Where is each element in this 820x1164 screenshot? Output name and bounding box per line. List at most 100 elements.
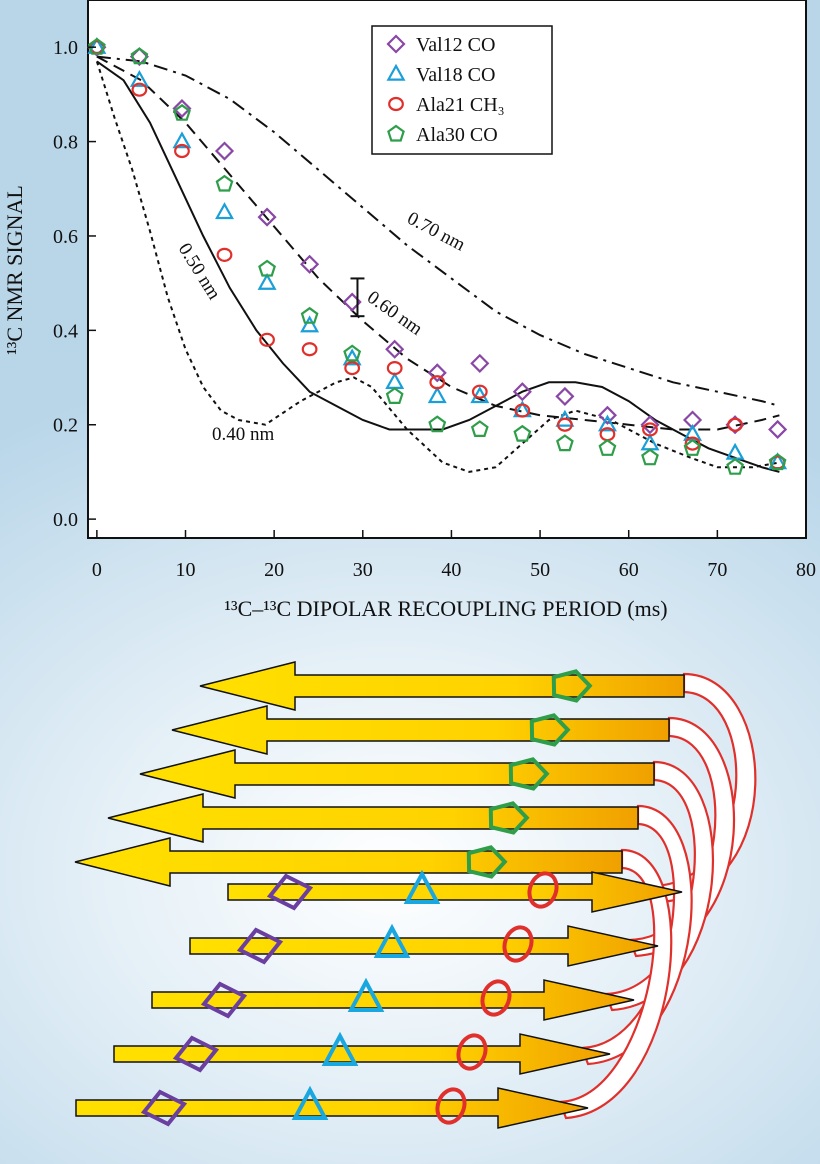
point-pentagon [385, 387, 404, 404]
point-circle [344, 361, 361, 376]
y-tick-label: 0.8 [53, 132, 78, 154]
strand-arrow-left [139, 749, 655, 799]
strand-arrow-left [74, 837, 623, 887]
y-tick-label: 0.0 [53, 509, 78, 531]
point-triangle [215, 202, 234, 220]
point-triangle [257, 272, 277, 290]
error-bar [350, 277, 365, 318]
legend-marker-circle [388, 96, 404, 112]
point-diamond [555, 386, 575, 406]
point-triangle [597, 414, 617, 432]
ala30-marker [466, 845, 508, 879]
y-tick-label: 0.2 [53, 415, 78, 437]
val12-marker [200, 981, 248, 1019]
point-diamond [597, 405, 617, 425]
val18-marker [373, 923, 411, 958]
x-axis-title: ¹³C–¹³C DIPOLAR RECOUPLING PERIOD (ms) [224, 596, 667, 621]
legend-label: Ala21 CH₃ [416, 94, 505, 116]
x-tick-label: 30 [353, 559, 373, 581]
val12-marker [172, 1035, 220, 1073]
strand-arrow-right [75, 1087, 589, 1129]
point-triangle [300, 315, 320, 333]
point-circle [216, 247, 233, 262]
legend: Val12 CO Val18 CO Ala21 CH₃ Ala30 CO [371, 25, 553, 155]
point-diamond [470, 353, 490, 373]
x-tick-label: 50 [530, 559, 550, 581]
x-tick-label: 10 [176, 559, 196, 581]
point-pentagon [215, 174, 234, 192]
point-diamond [385, 339, 405, 359]
point-triangle [470, 386, 490, 404]
y-axis-title: ¹³C NMR SIGNAL [2, 185, 27, 355]
point-diamond [257, 207, 277, 227]
point-triangle [342, 348, 362, 366]
ala21-marker [435, 1087, 467, 1125]
legend-label: Val12 CO [416, 34, 495, 56]
point-pentagon [683, 438, 702, 456]
point-diamond [768, 419, 788, 440]
ala30-marker [551, 669, 593, 703]
point-circle [131, 82, 148, 97]
point-diamond [129, 47, 149, 67]
point-circle [514, 403, 531, 418]
ala30-marker [529, 713, 571, 747]
point-diamond [172, 98, 192, 119]
x-tick-label: 0 [92, 559, 102, 581]
point-circle [386, 361, 403, 376]
val12-marker [140, 1089, 188, 1127]
point-circle [174, 143, 190, 159]
ala30-marker [508, 757, 550, 791]
nmr-chart: 0 10 20 30 40 50 60 70 80 0.0 0.2 0.4 0.6 0.8 1.0 0.4 0… [2, 0, 816, 621]
data-points [87, 36, 788, 475]
point-circle [301, 342, 318, 357]
y-tick-label: 0.4 [53, 320, 78, 342]
axis-ticks: 0 10 20 30 40 50 60 70 80 0.0 0.2 0.4 0.6 0.8 1.0 [53, 37, 816, 581]
curve-dotted [95, 61, 780, 473]
y-tick-label: 1.0 [53, 37, 78, 59]
ala21-marker [502, 925, 534, 963]
point-pentagon [768, 453, 787, 471]
ala21-marker [527, 871, 559, 909]
point-triangle [172, 131, 192, 149]
point-diamond [427, 363, 447, 383]
y-tick-label: 0.6 [53, 226, 78, 248]
val18-marker [347, 977, 385, 1012]
strand-arrow-left [171, 705, 670, 755]
point-pentagon [428, 415, 447, 433]
val12-marker [236, 927, 284, 965]
point-pentagon [598, 438, 617, 456]
point-pentagon [470, 420, 489, 437]
point-circle [259, 332, 275, 347]
legend-marker-diamond [386, 34, 406, 54]
point-circle [727, 417, 743, 432]
x-tick-label: 80 [796, 559, 816, 581]
point-diamond [300, 254, 320, 274]
residue-markers [140, 669, 593, 1127]
beta-strands [74, 661, 685, 1129]
strand-arrow-left [107, 793, 639, 843]
x-tick-label: 60 [619, 559, 639, 581]
point-pentagon [300, 306, 319, 324]
x-tick-label: 70 [707, 559, 727, 581]
point-circle [556, 417, 573, 432]
beta-sheet-diagram [74, 661, 757, 1129]
legend-marker-triangle [386, 63, 406, 81]
x-tick-label: 20 [264, 559, 284, 581]
strand-arrow-right [227, 871, 683, 913]
point-circle [471, 384, 488, 399]
val18-marker [321, 1031, 359, 1066]
strand-arrow-left [199, 661, 685, 711]
point-pentagon [513, 424, 532, 442]
point-circle [684, 436, 701, 451]
point-circle [642, 422, 658, 437]
point-triangle [129, 69, 149, 87]
curve-dashed [96, 55, 780, 431]
point-triangle [427, 386, 447, 404]
point-diamond [640, 415, 660, 435]
val18-marker [291, 1085, 329, 1120]
legend-label: Ala30 CO [416, 124, 498, 146]
point-pentagon [556, 434, 574, 452]
x-tick-label: 40 [441, 559, 461, 581]
curve-dashdot [96, 55, 780, 407]
val12-marker [266, 873, 314, 911]
